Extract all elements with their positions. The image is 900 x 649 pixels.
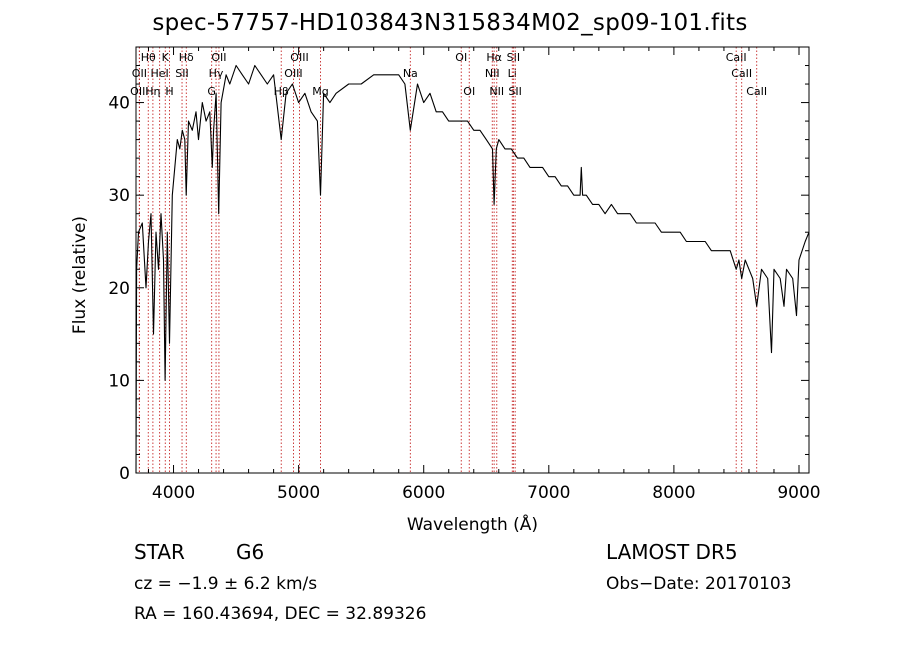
marker-label: OI [463,85,475,98]
marker-label: SII [508,85,521,98]
marker-label: Hη [145,85,160,98]
x-tick-label: 6000 [402,483,445,503]
marker-label: SII [175,67,188,80]
marker-label: Hα [486,51,502,64]
marker-label: OII [211,51,226,64]
marker-label: OIII [130,85,148,98]
x-tick-label: 7000 [527,483,570,503]
marker-label: OI [455,51,467,64]
y-tick-label: 30 [108,186,130,206]
marker-label: OIII [290,51,308,64]
survey-name: LAMOST DR5 [606,540,738,564]
marker-label: OIII [284,67,302,80]
y-tick-label: 0 [119,464,130,484]
marker-label: NII [485,67,500,80]
marker-label: HeI [150,67,168,80]
x-tick-label: 9000 [777,483,820,503]
marker-label: H [165,85,173,98]
x-tick-label: 4000 [152,483,195,503]
marker-label: CaII [746,85,767,98]
marker-label: Hθ [141,51,156,64]
marker-label: Hβ [274,85,289,98]
y-tick-label: 40 [108,94,130,114]
marker-label: CaII [731,67,752,80]
marker-label: Mg [312,85,328,98]
object-class: STAR [134,540,185,564]
chart-title: spec-57757-HD103843N315834M02_sp09-101.f… [152,10,748,36]
coordinates: RA = 160.43694, DEC = 32.89326 [134,604,427,624]
y-axis-label: Flux (relative) [70,216,90,334]
spectrum-line [135,64,810,474]
marker-label: K [162,51,170,64]
x-tick-label: 8000 [652,483,695,503]
marker-label: Hδ [179,51,194,64]
plot-frame [135,46,810,474]
marker-label: Li [508,67,517,80]
redshift-velocity: cz = −1.9 ± 6.2 km/s [134,574,318,594]
marker-label: Hγ [209,67,224,80]
y-tick-label: 10 [108,371,130,391]
y-tick-label: 20 [108,279,130,299]
marker-label: Na [403,67,418,80]
marker-label: CaII [726,51,747,64]
object-subclass: G6 [236,540,265,564]
observation-date: Obs−Date: 20170103 [606,574,792,594]
marker-label: NII [489,85,504,98]
marker-label: G [207,85,216,98]
x-tick-label: 5000 [277,483,320,503]
x-axis-label: Wavelength (Å) [407,513,538,535]
marker-label: SII [507,51,520,64]
